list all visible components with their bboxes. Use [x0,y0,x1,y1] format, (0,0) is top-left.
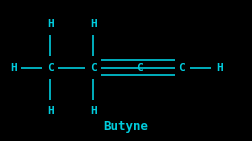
Text: H: H [11,63,17,73]
Text: C: C [90,63,97,73]
Text: H: H [47,19,54,29]
Text: Butyne: Butyne [104,120,148,133]
Text: C: C [178,63,185,73]
Text: C: C [47,63,54,73]
Text: H: H [216,63,223,73]
Text: C: C [137,63,143,73]
Text: H: H [90,19,97,29]
Text: H: H [90,106,97,116]
Text: H: H [47,106,54,116]
